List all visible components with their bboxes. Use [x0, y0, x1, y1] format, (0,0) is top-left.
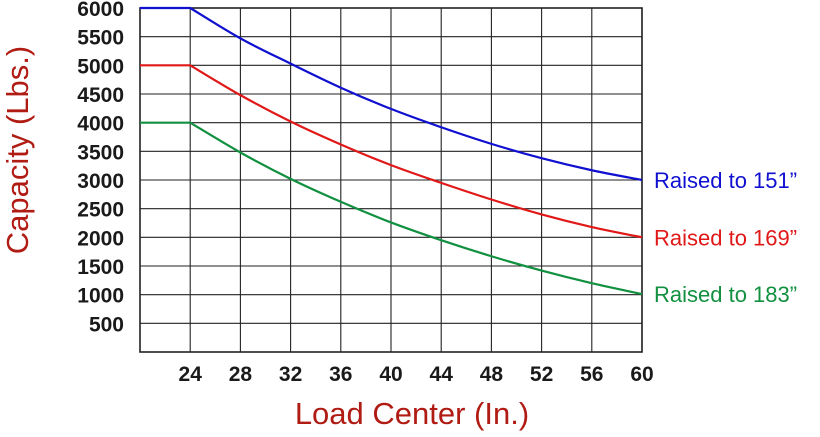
- y-tick-label: 2000: [77, 227, 124, 250]
- y-tick-label: 1000: [77, 285, 124, 308]
- y-axis-title: Capacity (Lbs.): [0, 46, 35, 254]
- x-tick-label: 32: [279, 363, 302, 386]
- y-tick-label: 3000: [77, 170, 124, 193]
- x-tick-label: 40: [379, 363, 402, 386]
- y-tick-label: 5000: [77, 55, 124, 78]
- x-tick-label: 24: [179, 363, 203, 386]
- y-tick-label: 4500: [77, 84, 124, 107]
- series-labels: Raised to 151” Raised to 169” Raised to 18…: [654, 168, 797, 307]
- x-tick-label: 48: [480, 363, 504, 386]
- y-tick-label: 6000: [77, 0, 124, 21]
- y-tick-label: 2500: [77, 199, 124, 222]
- x-tick-label: 52: [530, 363, 553, 386]
- x-tick-labels: 24 28 32 36 40 44 48 52 56 60: [179, 363, 654, 386]
- series-label: Raised to 183”: [654, 282, 797, 307]
- y-tick-label: 500: [89, 313, 124, 336]
- x-axis-title: Load Center (In.): [295, 396, 529, 431]
- series-label: Raised to 169”: [654, 225, 797, 250]
- y-tick-label: 5500: [77, 27, 124, 50]
- y-tick-label: 4000: [77, 113, 124, 136]
- x-tick-label: 44: [430, 363, 454, 386]
- y-tick-label: 1500: [77, 256, 124, 279]
- series-line: [140, 121, 643, 296]
- y-tick-labels: 500 1000 1500 2000 2500 3000 3500 4000 4500 5000 5…: [77, 0, 124, 336]
- grid: [139, 7, 643, 353]
- x-tick-label: 56: [580, 363, 603, 386]
- x-tick-label: 60: [630, 363, 653, 386]
- x-tick-label: 36: [329, 363, 352, 386]
- x-tick-label: 28: [229, 363, 253, 386]
- series-lines: [140, 6, 643, 296]
- series-line: [140, 64, 643, 239]
- series-label: Raised to 151”: [654, 168, 797, 193]
- y-tick-label: 3500: [77, 141, 124, 164]
- series-line: [140, 6, 643, 182]
